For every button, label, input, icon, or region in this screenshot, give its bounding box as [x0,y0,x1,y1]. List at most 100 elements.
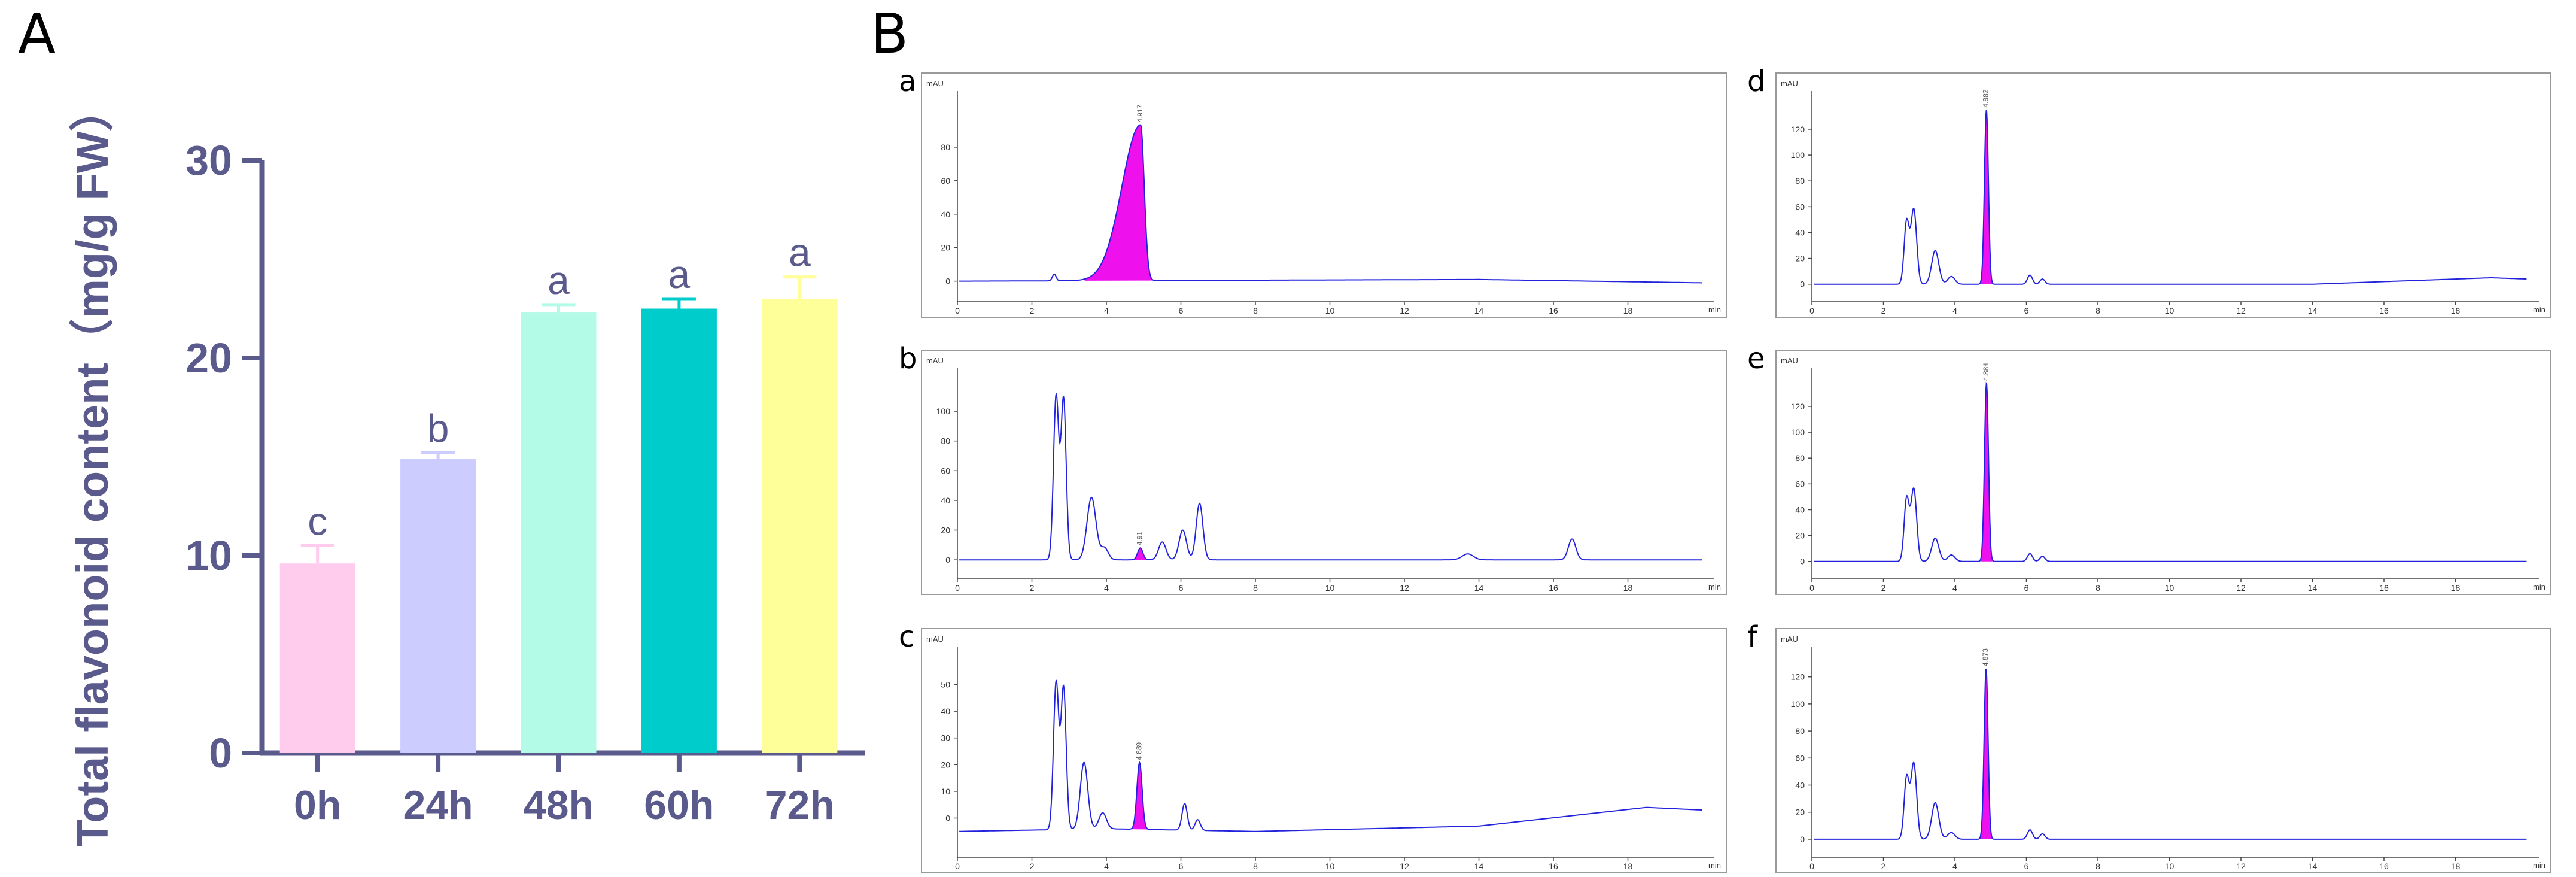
y-tick-label: 60 [1795,202,1805,211]
subpanel-label: d [1747,65,1765,98]
x-tick-label: 14 [1474,306,1484,315]
target-peak-fill [1084,125,1152,281]
x-unit-label: min [2533,582,2545,591]
chromatogram-trace [1814,669,2527,840]
subpanel-label: c [899,620,914,654]
peak-retention-label: 4.91 [1136,532,1144,546]
y-tick-label: 20 [185,335,232,381]
x-tick-label: 12 [1400,583,1409,593]
x-tick-label: 4 [1952,861,1957,871]
chromatogram-b: b mAU min 0 20 40 60 80 100 0 2 4 6 8 10 12 14 16 18 4.91 [899,342,1727,595]
y-tick-label: 40 [1795,505,1805,514]
x-tick-label: 16 [1549,861,1558,871]
x-tick-label: 8 [2096,861,2100,871]
y-tick-label: 100 [936,406,951,416]
subpanel-label: a [899,65,916,98]
y-tick-label: 50 [941,680,950,690]
x-tick-label: 10 [2165,861,2174,871]
x-tick-label: 12 [2236,861,2246,871]
x-tick-label: 16 [2379,861,2389,871]
x-tick-label: 18 [1623,306,1633,315]
y-tick-label: 20 [941,243,950,253]
y-unit-label: mAU [926,79,944,88]
significance-letter: b [427,406,449,450]
x-tick-label: 10 [1325,861,1335,871]
peak-retention-label: 4.917 [1136,104,1144,122]
x-tick-label: 12 [2236,306,2246,315]
y-unit-label: mAU [1781,356,1798,365]
chromatogram-e: e mAU min 0 20 40 60 80 100 120 0 2 4 6 8 10 12 14 16 18 4.8… [1747,342,2551,595]
subpanel-label: f [1747,620,1758,654]
chart-frame [921,628,1727,873]
x-tick-label: 24h [403,782,473,828]
bar-chart: Total flavonoid content（mg/g FW） 0 10 20 30… [68,87,865,846]
y-tick-label: 80 [1795,176,1805,186]
subpanel-label: b [899,342,917,375]
x-tick-label: 6 [1179,861,1184,871]
x-tick-label: 2 [1030,306,1035,315]
y-tick-label: 0 [945,555,950,565]
chromatogram-a: a mAU min 0 20 40 60 80 0 2 4 6 8 10 12 14 16 18 4.917 [899,65,1727,318]
x-tick-label: 10 [2165,306,2174,315]
chromatogram-trace [959,124,1702,284]
y-tick-label: 20 [1795,808,1805,817]
x-tick-label: 16 [1549,306,1558,315]
y-tick-label: 60 [941,466,950,475]
x-tick-label: 4 [1952,583,1957,593]
x-tick-label: 10 [1325,306,1335,315]
x-tick-label: 6 [2024,306,2029,315]
x-tick-label: 14 [2308,306,2318,315]
panel-label-a: A [18,2,56,66]
y-tick-label: 60 [941,176,950,186]
y-tick-label: 60 [1795,753,1805,763]
x-tick-label: 8 [1253,583,1258,593]
y-tick-label: 100 [1791,150,1805,160]
x-tick-label: 10 [1325,583,1335,593]
x-unit-label: min [1708,305,1721,314]
y-tick-label: 40 [941,706,950,716]
x-unit-label: min [2533,861,2545,870]
x-tick-label: 8 [1253,306,1258,315]
y-tick-label: 30 [941,733,950,743]
y-tick-label: 40 [941,496,950,505]
chart-frame [1775,350,2551,595]
x-tick-label: 18 [2451,861,2461,871]
significance-letter: a [548,258,570,302]
x-unit-label: min [2533,305,2545,314]
x-tick-label: 0 [955,861,960,871]
x-tick-label: 8 [2096,306,2100,315]
y-tick-label: 10 [185,532,232,579]
panel-label-b: B [871,2,908,66]
peak-retention-label: 4.889 [1135,742,1143,760]
y-tick-label: 80 [941,436,950,446]
chromatogram-trace [959,679,1702,832]
bar-24h [400,459,476,753]
chart-frame [1775,628,2551,873]
x-tick-label: 6 [2024,861,2029,871]
x-tick-label: 18 [2451,306,2461,315]
y-tick-label: 20 [1795,531,1805,541]
y-unit-label: mAU [926,356,944,365]
y-tick-label: 0 [209,730,232,776]
y-tick-label: 20 [941,760,950,769]
bar-0h [279,563,355,753]
y-tick-label: 100 [1791,427,1805,437]
y-tick-label: 100 [1791,699,1805,709]
x-tick-label: 14 [1474,861,1484,871]
chromatogram-trace [1814,110,2527,285]
x-tick-label: 4 [1104,861,1109,871]
x-tick-label: 2 [1030,861,1035,871]
x-tick-label: 2 [1881,861,1886,871]
x-tick-label: 12 [2236,583,2246,593]
y-tick-label: 120 [1791,672,1805,682]
y-tick-label: 120 [1791,402,1805,411]
chart-frame [921,350,1727,595]
x-tick-label: 4 [1104,306,1109,315]
x-tick-label: 0 [1809,583,1814,593]
x-tick-label: 0 [955,583,960,593]
x-tick-label: 6 [1179,583,1184,593]
x-tick-label: 12 [1400,861,1409,871]
x-unit-label: min [1708,861,1721,870]
x-tick-label: 0 [955,306,960,315]
